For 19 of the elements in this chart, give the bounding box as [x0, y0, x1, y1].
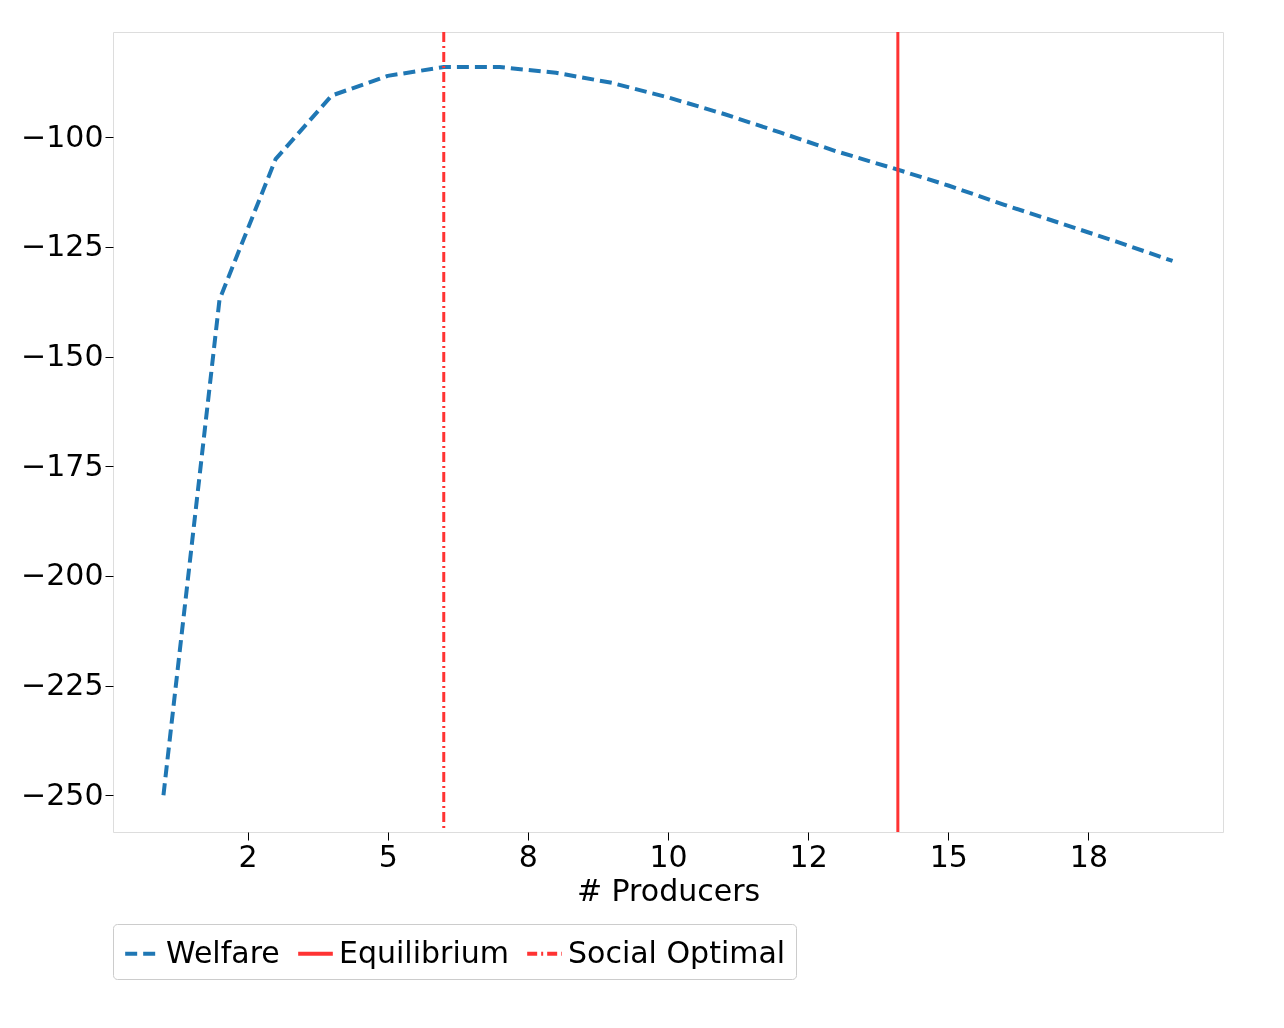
line-series — [161, 65, 1175, 798]
x-tick-label: 12 — [789, 838, 828, 874]
y-tick-label: −150 — [21, 338, 104, 374]
y-tick-label: −100 — [21, 118, 104, 154]
x-axis-title: # Producers — [576, 872, 761, 908]
y-tick-label: −200 — [21, 557, 104, 593]
x-tick-label: 18 — [1069, 838, 1109, 874]
x-tick-label: 15 — [929, 838, 968, 874]
y-tick-label: −225 — [21, 667, 104, 703]
legend-label: Equilibrium — [339, 934, 509, 970]
x-tick-label: 8 — [518, 838, 538, 874]
legend-label: Welfare — [166, 934, 280, 970]
x-tick-label: 5 — [378, 838, 398, 874]
legend-label: Social Optimal — [568, 934, 786, 970]
y-tick-label: −250 — [21, 776, 104, 812]
x-tick-label: 2 — [238, 838, 258, 874]
y-tick-label: −175 — [21, 447, 104, 483]
y-tick-label: −125 — [21, 228, 104, 264]
x-tick-label: 10 — [649, 838, 688, 874]
